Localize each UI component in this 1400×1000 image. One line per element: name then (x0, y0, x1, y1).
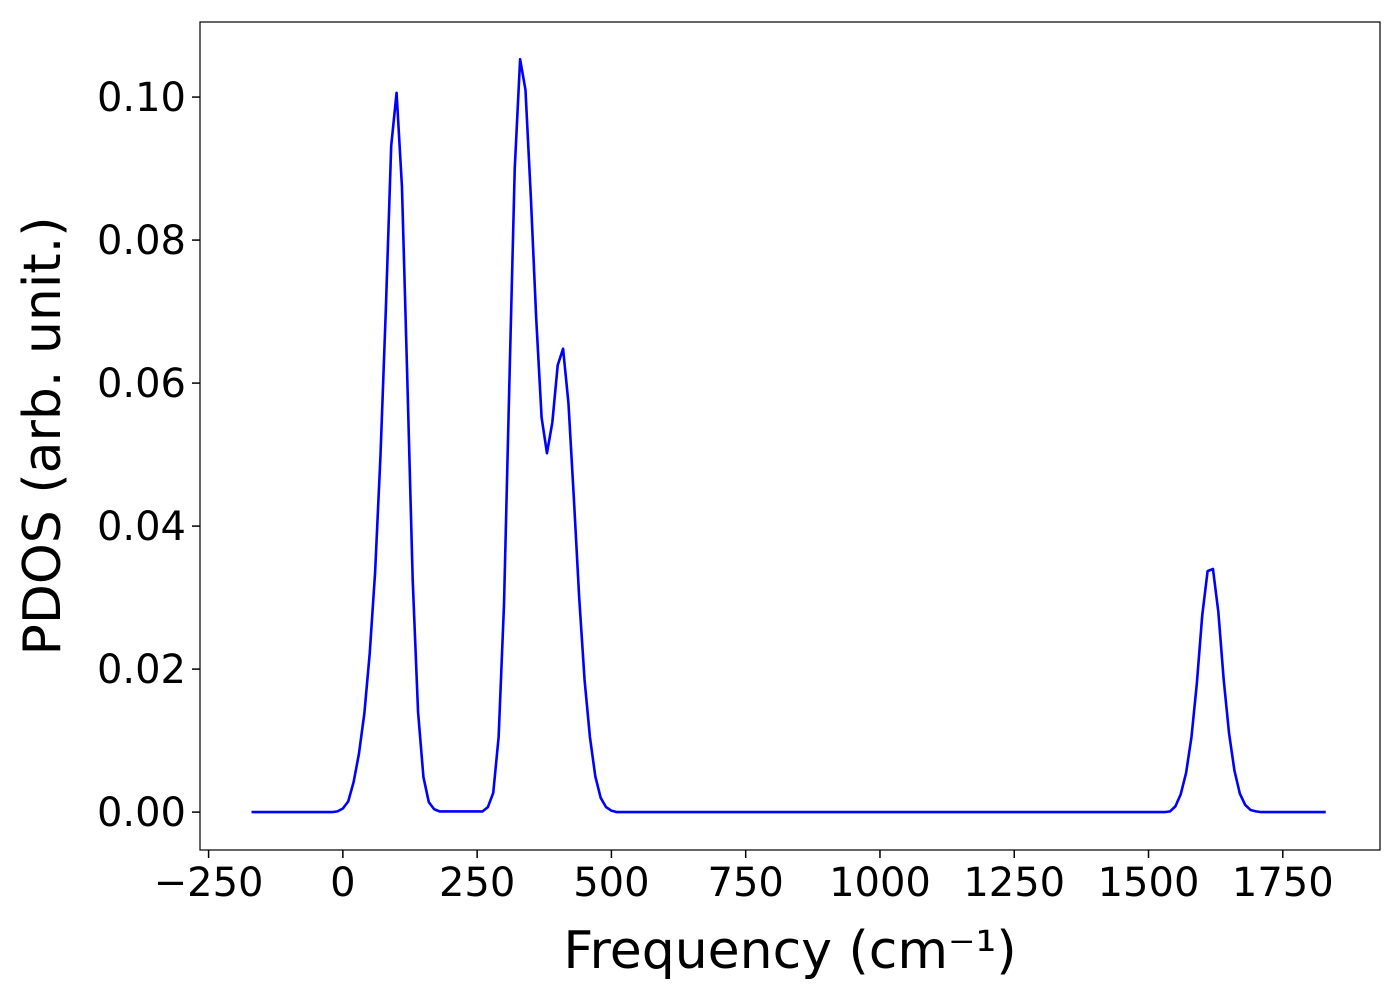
x-tick-label: 750 (708, 860, 784, 906)
x-tick-label: 1750 (1232, 860, 1334, 906)
y-tick-label: 0.08 (97, 218, 186, 264)
x-axis-label: Frequency (cm⁻¹) (563, 921, 1016, 981)
y-tick-label: 0.02 (97, 647, 186, 693)
y-tick-label: 0.04 (97, 504, 186, 550)
x-tick-label: 1500 (1098, 860, 1200, 906)
y-tick-label: 0.06 (97, 361, 186, 407)
x-tick-label: 1250 (963, 860, 1065, 906)
x-tick-label: 500 (573, 860, 649, 906)
x-tick-label: 250 (439, 860, 515, 906)
y-tick-label: 0.00 (97, 790, 186, 836)
x-tick-label: −250 (154, 860, 264, 906)
plot-frame (199, 21, 1381, 851)
x-tick-label: 1000 (829, 860, 931, 906)
y-axis-label: PDOS (arb. unit.) (13, 216, 73, 655)
x-tick-label: 0 (330, 860, 355, 906)
line (251, 57, 1326, 814)
y-tick-label: 0.10 (97, 75, 186, 121)
